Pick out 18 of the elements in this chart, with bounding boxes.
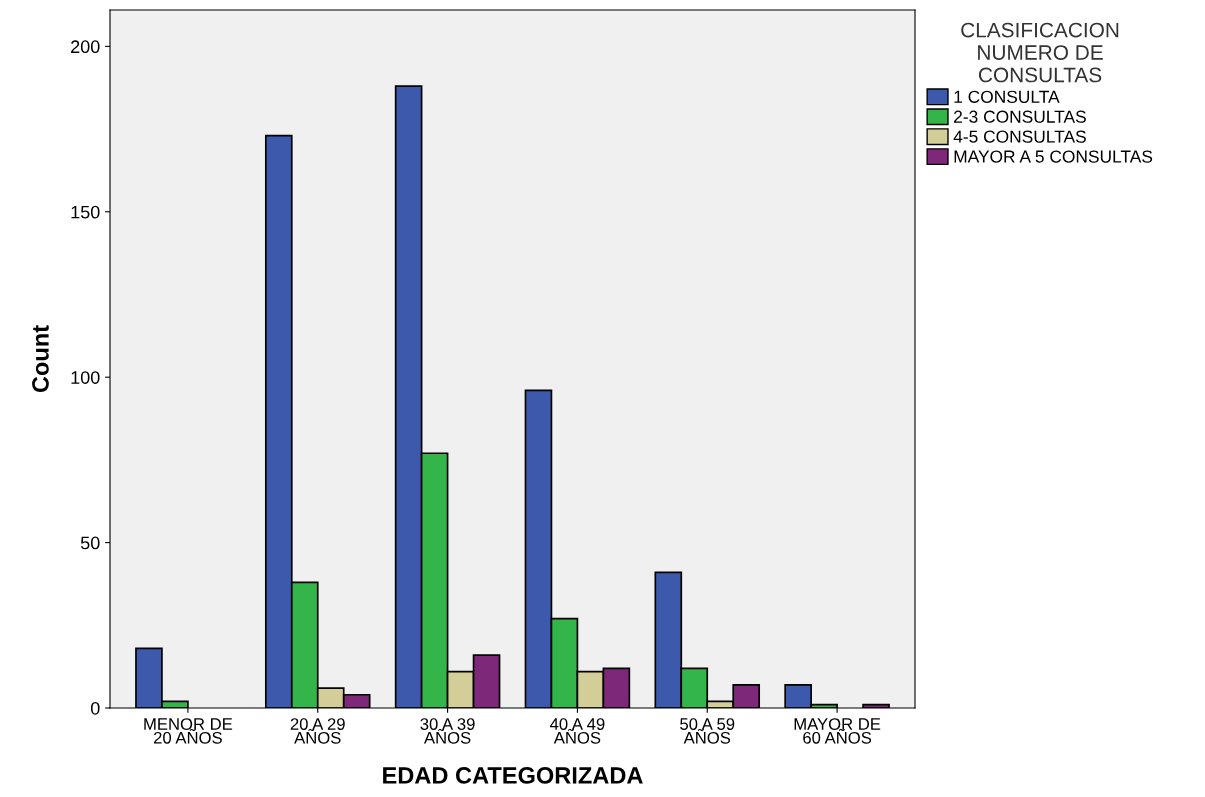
legend-label: 1 CONSULTA	[954, 90, 1060, 103]
x-tick-label: 20 A 29 AÑOS	[290, 718, 345, 744]
legend-title: CLASIFICACION NUMERO DE CONSULTAS	[961, 22, 1119, 83]
y-tick-label: 50	[80, 536, 100, 550]
y-tick-label: 200	[71, 40, 100, 54]
x-tick-label: 40 A 49 AÑOS	[549, 718, 605, 744]
x-tick-label: MENOR DE 20 AÑOS	[144, 718, 233, 744]
legend-label: MAYOR A 5 CONSULTAS	[954, 150, 1153, 163]
legend-label: 2-3 CONSULTAS	[954, 110, 1086, 123]
x-tick-label: MAYOR DE 60 AÑOS	[794, 718, 881, 744]
y-axis-title: Count	[32, 325, 49, 393]
legend-label: 4-5 CONSULTAS	[953, 130, 1086, 143]
x-axis-title: EDAD CATEGORIZADA	[383, 767, 643, 784]
y-tick-label: 100	[71, 371, 100, 384]
x-tick-label: 50 A 59 AÑOS	[680, 718, 735, 744]
x-tick-label: 30 A 39 AÑOS	[420, 718, 475, 744]
y-tick-label: 0	[90, 701, 100, 715]
y-tick-label: 150	[71, 205, 100, 219]
